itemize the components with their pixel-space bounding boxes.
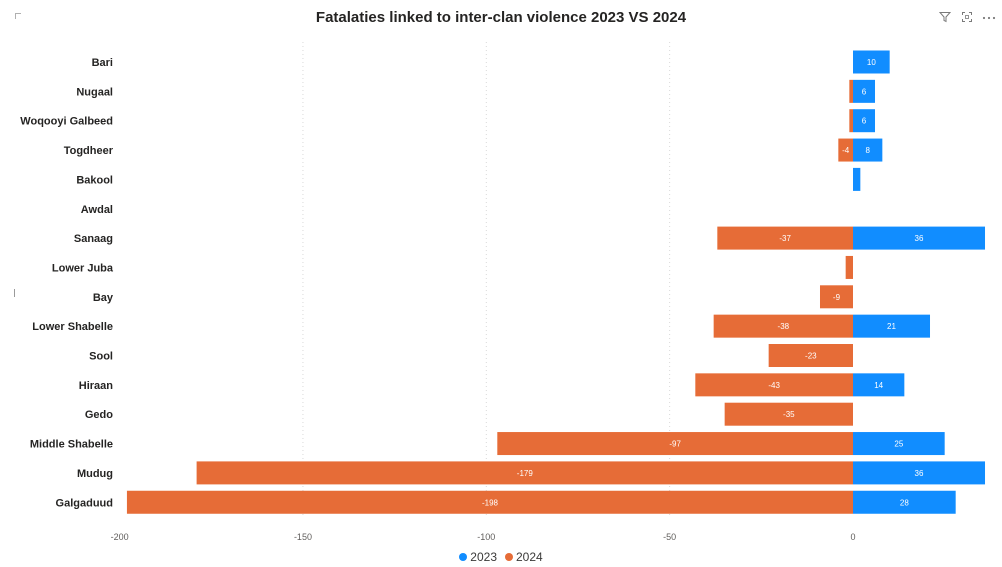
bar-2023 bbox=[853, 138, 883, 162]
bar-2023 bbox=[853, 167, 861, 191]
data-label-2024: -198 bbox=[482, 498, 499, 507]
bar-2023 bbox=[853, 226, 986, 250]
bar-2023 bbox=[853, 109, 876, 133]
category-label: Sanaag bbox=[74, 233, 113, 245]
data-label-2023: 28 bbox=[900, 498, 909, 507]
category-label: Nugaal bbox=[76, 86, 113, 98]
data-label-2024: -179 bbox=[517, 469, 534, 478]
category-label: Bari bbox=[92, 57, 113, 69]
focus-mode-icon[interactable] bbox=[960, 10, 974, 24]
bar-2024 bbox=[845, 255, 853, 279]
data-label-2024: -43 bbox=[768, 381, 780, 390]
data-label-2024: -9 bbox=[833, 293, 841, 302]
bar-2023 bbox=[853, 50, 890, 74]
category-label: Mudug bbox=[77, 468, 113, 480]
bar-2023 bbox=[853, 461, 986, 485]
bar-2024 bbox=[717, 226, 853, 250]
data-label-2024: -38 bbox=[778, 322, 790, 331]
bar-2023 bbox=[853, 373, 905, 397]
data-label-2023: 14 bbox=[874, 381, 883, 390]
data-label-2023: 10 bbox=[867, 58, 876, 67]
x-tick-label: -100 bbox=[477, 532, 495, 542]
bar-2024 bbox=[126, 490, 853, 514]
data-label-2023: 25 bbox=[894, 440, 903, 449]
category-label: Lower Shabelle bbox=[32, 321, 113, 333]
data-label-2024: -35 bbox=[783, 410, 795, 419]
category-label: Gedo bbox=[85, 409, 113, 421]
data-label-2024: -23 bbox=[805, 352, 817, 361]
category-label: Togdheer bbox=[64, 145, 114, 157]
legend-item-2023[interactable]: 2023 bbox=[459, 550, 497, 564]
data-label-2023: 36 bbox=[915, 469, 924, 478]
chart-title: Fatalaties linked to inter-clan violence… bbox=[315, 9, 687, 26]
filter-icon[interactable] bbox=[938, 10, 952, 24]
visual-side-marker bbox=[14, 289, 15, 297]
category-label: Awdal bbox=[81, 204, 113, 216]
category-label: Galgaduud bbox=[56, 497, 113, 509]
legend-marker-2023 bbox=[459, 553, 468, 561]
category-label: Bakool bbox=[76, 174, 113, 186]
visual-header-icons bbox=[938, 10, 996, 24]
bar-2024 bbox=[196, 461, 853, 485]
legend: 2023 2024 bbox=[0, 550, 1002, 564]
bar-2024 bbox=[713, 314, 853, 338]
bar-2024 bbox=[838, 138, 853, 162]
data-label-2023: 6 bbox=[862, 87, 867, 96]
bar-2024 bbox=[695, 373, 853, 397]
category-label: Lower Juba bbox=[52, 262, 114, 274]
data-label-2023: 6 bbox=[862, 117, 867, 126]
data-label-2024: -37 bbox=[779, 234, 791, 243]
category-label: Woqooyi Galbeed bbox=[20, 116, 113, 128]
bar-2024 bbox=[849, 79, 853, 103]
data-label-2024: -4 bbox=[842, 146, 850, 155]
bar-2024 bbox=[497, 432, 853, 456]
data-label-2023: 36 bbox=[915, 234, 924, 243]
bar-2023 bbox=[853, 79, 876, 103]
legend-marker-2024 bbox=[505, 553, 513, 561]
category-label: Sool bbox=[89, 351, 113, 363]
data-label-2023: 21 bbox=[887, 322, 896, 331]
category-label: Bay bbox=[93, 292, 114, 304]
bar-2023 bbox=[853, 314, 931, 338]
x-tick-label: 0 bbox=[850, 532, 855, 542]
x-tick-label: -200 bbox=[111, 532, 129, 542]
bar-2024 bbox=[724, 402, 853, 426]
data-label-2023: 8 bbox=[865, 146, 870, 155]
category-label: Middle Shabelle bbox=[30, 439, 113, 451]
x-tick-label: -150 bbox=[294, 532, 312, 542]
legend-label-2023: 2023 bbox=[470, 550, 497, 564]
x-tick-label: -50 bbox=[663, 532, 676, 542]
legend-item-2024[interactable]: 2024 bbox=[505, 550, 543, 564]
bar-2024 bbox=[768, 344, 853, 367]
bar-2024 bbox=[819, 285, 853, 309]
more-options-icon[interactable] bbox=[982, 10, 996, 24]
category-label: Hiraan bbox=[79, 380, 114, 392]
bar-2023 bbox=[853, 490, 956, 514]
legend-label-2024: 2024 bbox=[516, 550, 543, 564]
bar-2023 bbox=[853, 432, 945, 456]
data-label-2024: -97 bbox=[669, 440, 681, 449]
visual-corner-marker bbox=[15, 13, 21, 19]
bar-2024 bbox=[849, 109, 853, 133]
